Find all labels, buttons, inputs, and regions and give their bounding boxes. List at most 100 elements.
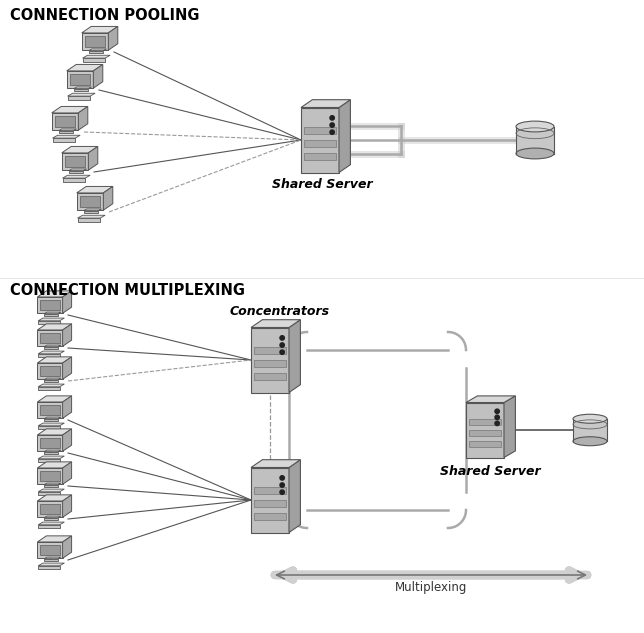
FancyBboxPatch shape <box>44 347 58 349</box>
Polygon shape <box>62 146 98 153</box>
FancyBboxPatch shape <box>67 71 93 88</box>
FancyBboxPatch shape <box>254 373 286 380</box>
Polygon shape <box>52 106 88 113</box>
Circle shape <box>495 421 499 425</box>
Polygon shape <box>44 312 61 314</box>
FancyBboxPatch shape <box>38 354 60 357</box>
Polygon shape <box>62 396 71 418</box>
Polygon shape <box>37 291 71 297</box>
FancyBboxPatch shape <box>41 405 60 415</box>
Polygon shape <box>251 320 300 327</box>
Polygon shape <box>77 215 105 218</box>
Circle shape <box>280 343 285 348</box>
FancyBboxPatch shape <box>41 300 60 310</box>
FancyBboxPatch shape <box>44 380 58 382</box>
FancyBboxPatch shape <box>37 468 62 484</box>
Polygon shape <box>103 187 113 210</box>
Polygon shape <box>466 396 515 403</box>
Polygon shape <box>108 27 118 50</box>
Polygon shape <box>37 324 71 330</box>
Polygon shape <box>289 460 300 532</box>
FancyBboxPatch shape <box>254 360 286 367</box>
Polygon shape <box>37 536 71 542</box>
FancyBboxPatch shape <box>469 430 501 436</box>
FancyBboxPatch shape <box>77 193 103 210</box>
Polygon shape <box>62 291 71 313</box>
Circle shape <box>330 116 334 120</box>
Polygon shape <box>44 450 61 452</box>
Polygon shape <box>37 396 71 402</box>
Polygon shape <box>73 87 91 89</box>
FancyBboxPatch shape <box>44 452 58 454</box>
Ellipse shape <box>573 437 607 446</box>
FancyBboxPatch shape <box>41 545 60 555</box>
Polygon shape <box>53 135 80 138</box>
FancyBboxPatch shape <box>37 435 62 451</box>
Text: Shared Server: Shared Server <box>272 178 372 191</box>
Polygon shape <box>38 456 64 459</box>
Polygon shape <box>38 522 64 525</box>
Polygon shape <box>37 462 71 468</box>
FancyBboxPatch shape <box>466 403 504 458</box>
FancyBboxPatch shape <box>254 347 286 353</box>
Polygon shape <box>37 357 71 363</box>
Polygon shape <box>62 357 71 379</box>
FancyBboxPatch shape <box>304 140 336 146</box>
FancyBboxPatch shape <box>304 153 336 160</box>
FancyBboxPatch shape <box>44 559 58 561</box>
FancyBboxPatch shape <box>38 387 60 390</box>
Text: CONNECTION MULTIPLEXING: CONNECTION MULTIPLEXING <box>10 283 245 298</box>
Polygon shape <box>88 146 98 170</box>
FancyBboxPatch shape <box>38 492 60 495</box>
FancyBboxPatch shape <box>469 419 501 425</box>
Ellipse shape <box>573 414 607 423</box>
FancyBboxPatch shape <box>68 96 90 100</box>
Ellipse shape <box>516 148 554 159</box>
FancyBboxPatch shape <box>89 51 103 53</box>
Text: Multiplexing: Multiplexing <box>395 581 467 594</box>
Polygon shape <box>62 536 71 558</box>
Polygon shape <box>289 320 300 392</box>
Polygon shape <box>68 93 95 96</box>
FancyBboxPatch shape <box>44 419 58 421</box>
Polygon shape <box>339 100 350 173</box>
FancyBboxPatch shape <box>55 116 75 127</box>
Text: Concentrators: Concentrators <box>230 305 330 318</box>
Polygon shape <box>44 378 61 380</box>
FancyBboxPatch shape <box>251 327 289 392</box>
FancyBboxPatch shape <box>38 321 60 324</box>
Polygon shape <box>62 495 71 517</box>
FancyBboxPatch shape <box>73 89 88 91</box>
Polygon shape <box>82 27 118 33</box>
FancyBboxPatch shape <box>37 542 62 558</box>
Polygon shape <box>84 209 102 211</box>
FancyBboxPatch shape <box>62 153 88 170</box>
Circle shape <box>330 130 334 134</box>
Circle shape <box>280 490 285 494</box>
FancyBboxPatch shape <box>37 297 62 313</box>
Ellipse shape <box>516 121 554 132</box>
Polygon shape <box>301 100 350 108</box>
Polygon shape <box>38 318 64 321</box>
FancyBboxPatch shape <box>301 108 339 173</box>
FancyBboxPatch shape <box>53 138 75 142</box>
Polygon shape <box>69 169 86 171</box>
Polygon shape <box>37 495 71 501</box>
Circle shape <box>280 483 285 487</box>
Polygon shape <box>93 65 103 88</box>
FancyBboxPatch shape <box>304 127 336 134</box>
FancyBboxPatch shape <box>41 366 60 376</box>
FancyBboxPatch shape <box>59 130 73 133</box>
Polygon shape <box>37 429 71 435</box>
Text: Shared Server: Shared Server <box>440 465 540 478</box>
FancyBboxPatch shape <box>38 426 60 429</box>
Circle shape <box>330 123 334 127</box>
FancyBboxPatch shape <box>84 211 99 213</box>
FancyBboxPatch shape <box>41 471 60 481</box>
FancyBboxPatch shape <box>70 74 90 85</box>
Polygon shape <box>44 345 61 347</box>
FancyBboxPatch shape <box>38 566 60 569</box>
Polygon shape <box>44 417 61 419</box>
FancyBboxPatch shape <box>251 468 289 532</box>
Polygon shape <box>82 55 110 58</box>
